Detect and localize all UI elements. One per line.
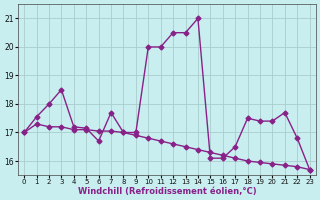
X-axis label: Windchill (Refroidissement éolien,°C): Windchill (Refroidissement éolien,°C) (77, 187, 256, 196)
